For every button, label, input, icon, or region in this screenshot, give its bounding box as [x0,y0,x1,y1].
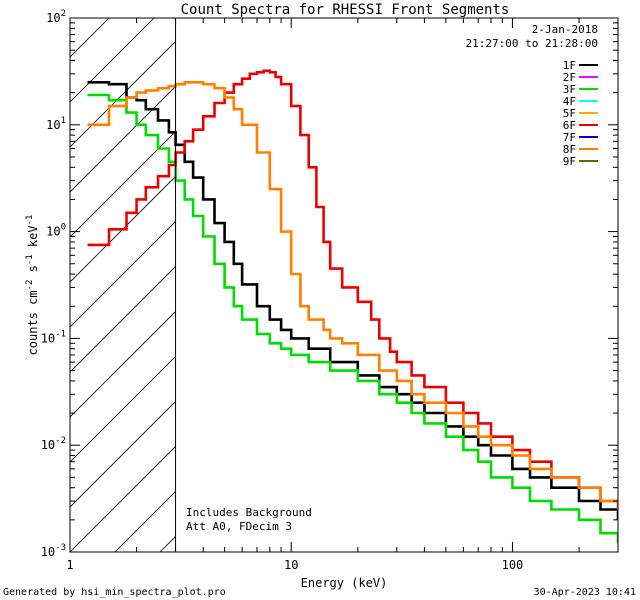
legend-label-7F: 7F [563,131,576,144]
hatch-line [565,18,640,552]
y-axis: 102 101 100 10-1 10-2 10-3 [41,9,618,559]
legend-label-4F: 4F [563,95,576,108]
x-axis-label: Energy (keV) [301,576,388,590]
y-tick-label: 101 [46,116,66,132]
series-line-1F [87,81,618,520]
time-range-label: 21:27:00 to 21:28:00 [466,37,598,50]
hatch-line [610,18,640,552]
hatch-line [70,400,176,508]
series-layer [87,69,618,544]
hatch-line [475,18,640,552]
y-tick-label: 10-2 [41,436,66,452]
series-line-8F [87,81,618,510]
hatch-line [520,18,640,552]
hatch-line [70,265,176,373]
low-energy-hatch-region [70,18,640,552]
x-tick-label: 1 [66,558,73,572]
legend-label-2F: 2F [563,71,576,84]
y-tick-label: 10-1 [41,329,66,345]
legend-label-9F: 9F [563,155,576,168]
y-tick-label: 100 [46,223,66,239]
legend-label-8F: 8F [563,143,576,156]
legend-label-5F: 5F [563,107,576,120]
annotation-attenuator: Att A0, FDecim 3 [186,520,292,533]
hatch-line [70,85,176,193]
date-label: 2-Jan-2018 [532,23,598,36]
y-tick-label: 102 [46,9,66,25]
x-axis: 1 10 100 [66,18,619,572]
annotation-background: Includes Background [186,506,312,519]
footer-generated-by: Generated by hsi_min_spectra_plot.pro [3,587,226,598]
y-tick-label: 10-3 [41,543,66,559]
hatch-line [295,18,640,552]
hatch-line [430,18,640,552]
hatch-line [114,490,176,552]
plot-frame [69,17,619,553]
legend-label-6F: 6F [563,119,576,132]
y-axis-label: counts cm-2 s-1 keV-1 [25,215,40,356]
series-line-6F [87,69,618,510]
hatch-line [250,18,640,552]
legend-label-1F: 1F [563,59,576,72]
hatch-line [70,18,110,58]
x-tick-label: 100 [502,558,524,572]
hatch-line [70,175,176,283]
hatch-line [70,445,176,552]
x-tick-label: 10 [284,558,298,572]
series-line-3F [87,93,618,544]
legend-label-3F: 3F [563,83,576,96]
hatch-line [70,220,176,328]
footer-timestamp: 30-Apr-2023 10:41 [534,587,636,598]
hatch-line [385,18,640,552]
chart-title: Count Spectra for RHESSI Front Segments [181,2,510,18]
